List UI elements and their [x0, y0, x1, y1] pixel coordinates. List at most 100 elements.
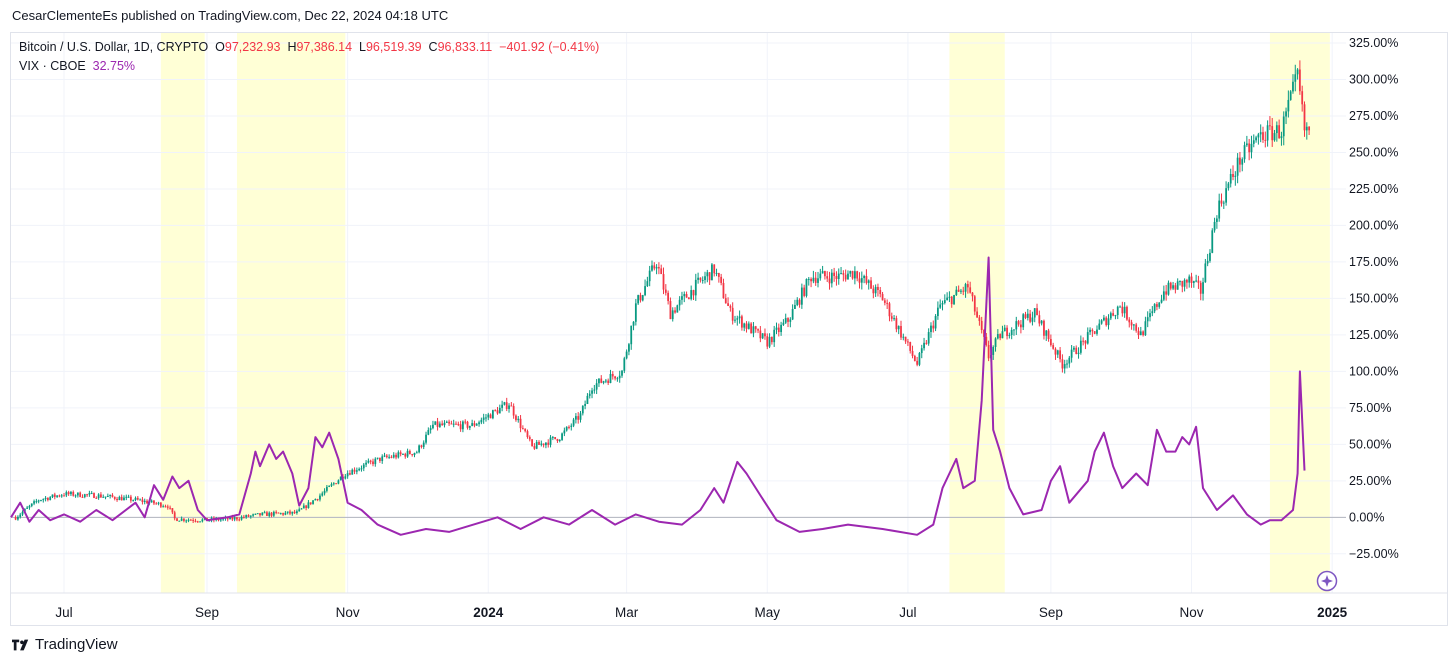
candle-395	[925, 339, 928, 345]
candle-body	[890, 316, 893, 319]
candle-body	[335, 483, 338, 485]
candle-528	[1232, 165, 1234, 181]
candle-body	[913, 355, 916, 361]
candle-520	[1213, 217, 1216, 233]
candle-body	[1049, 339, 1052, 346]
candle-body	[805, 279, 808, 296]
candle-body	[637, 295, 640, 304]
candle-65	[164, 504, 167, 508]
candle-291	[685, 291, 688, 298]
candle-body	[1176, 281, 1179, 290]
candle-body	[879, 289, 882, 295]
candle-body	[1165, 291, 1168, 295]
candle-body	[233, 517, 236, 520]
candle-body	[1054, 348, 1057, 355]
candle-body	[438, 423, 441, 427]
candle-77	[192, 518, 195, 524]
candle-147	[353, 467, 356, 475]
candle-body	[146, 500, 148, 504]
candle-body	[971, 292, 974, 297]
candle-443	[1036, 303, 1038, 316]
candle-body	[49, 497, 52, 500]
candle-550	[1282, 111, 1285, 146]
candle-188	[448, 419, 450, 426]
candle-body	[561, 433, 563, 440]
candle-body	[623, 358, 626, 371]
candle-body	[164, 506, 167, 508]
candle-body	[381, 456, 384, 461]
candle-138	[332, 482, 335, 486]
candle-183	[436, 417, 439, 431]
candle-217	[515, 414, 517, 422]
candle-325	[764, 328, 766, 340]
candle-136	[328, 485, 331, 488]
candle-157	[376, 457, 379, 460]
candle-body	[1098, 323, 1101, 330]
candle-140	[337, 479, 340, 485]
chart-frame	[10, 32, 1448, 626]
candle-430	[1006, 325, 1008, 340]
candle-215	[510, 402, 513, 407]
candle-36	[97, 493, 100, 500]
candle-body	[1192, 281, 1195, 283]
candle-292	[687, 296, 690, 300]
btc-legend-row[interactable]: Bitcoin / U.S. Dollar, 1D, CRYPTO O97,23…	[19, 38, 599, 57]
candle-122	[296, 509, 298, 515]
candle-326	[766, 333, 769, 350]
candle-body	[1162, 291, 1165, 300]
candle-body	[505, 402, 508, 409]
candle-body	[113, 496, 116, 499]
candle-body	[21, 511, 24, 515]
candle-body	[851, 271, 854, 279]
candle-318	[747, 321, 750, 330]
candle-342	[803, 284, 806, 298]
candle-body	[939, 304, 942, 308]
candle-74	[185, 519, 188, 524]
candle-534	[1245, 135, 1248, 147]
candle-body	[395, 454, 397, 458]
candle-396	[927, 328, 930, 346]
candle-body	[291, 511, 294, 514]
candle-body	[56, 495, 59, 497]
candle-422	[987, 340, 990, 362]
candle-96	[236, 516, 238, 522]
candle-114	[277, 512, 280, 514]
candle-body	[648, 270, 651, 282]
candle-490	[1144, 316, 1147, 336]
candle-body	[485, 417, 487, 419]
candle-80	[199, 521, 201, 523]
candle-body	[404, 453, 407, 457]
candle-135	[325, 484, 328, 493]
vix-legend-row[interactable]: VIX · CBOE 32.75%	[19, 57, 599, 76]
candle-558	[1301, 85, 1304, 112]
candle-371	[870, 277, 872, 289]
tradingview-footer[interactable]: TradingView	[12, 636, 118, 653]
candle-body	[1052, 345, 1055, 349]
candle-body	[651, 265, 653, 271]
y-tick-label: 50.00%	[1349, 437, 1391, 451]
candle-body	[150, 500, 153, 503]
symbol-name[interactable]: Bitcoin / U.S. Dollar, 1D, CRYPTO	[19, 40, 209, 54]
candle-319	[750, 322, 753, 334]
candle-body	[588, 393, 591, 396]
candle-531	[1239, 151, 1241, 173]
candle-53	[136, 495, 139, 501]
candle-284	[669, 297, 672, 320]
vix-name[interactable]: VIX · CBOE	[19, 59, 86, 73]
candle-body	[678, 299, 681, 306]
candle-body	[1130, 322, 1133, 326]
candle-222	[526, 429, 529, 439]
candle-492	[1149, 308, 1151, 322]
candle-body	[533, 446, 536, 449]
candle-360	[844, 269, 847, 282]
candle-112	[272, 510, 275, 518]
candle-145	[349, 470, 351, 476]
candle-119	[289, 509, 291, 516]
candle-448	[1047, 328, 1050, 342]
candle-body	[503, 402, 506, 405]
candle-body	[761, 333, 764, 339]
candle-508	[1186, 278, 1188, 289]
candle-body	[877, 286, 879, 290]
candle-21	[63, 492, 65, 497]
